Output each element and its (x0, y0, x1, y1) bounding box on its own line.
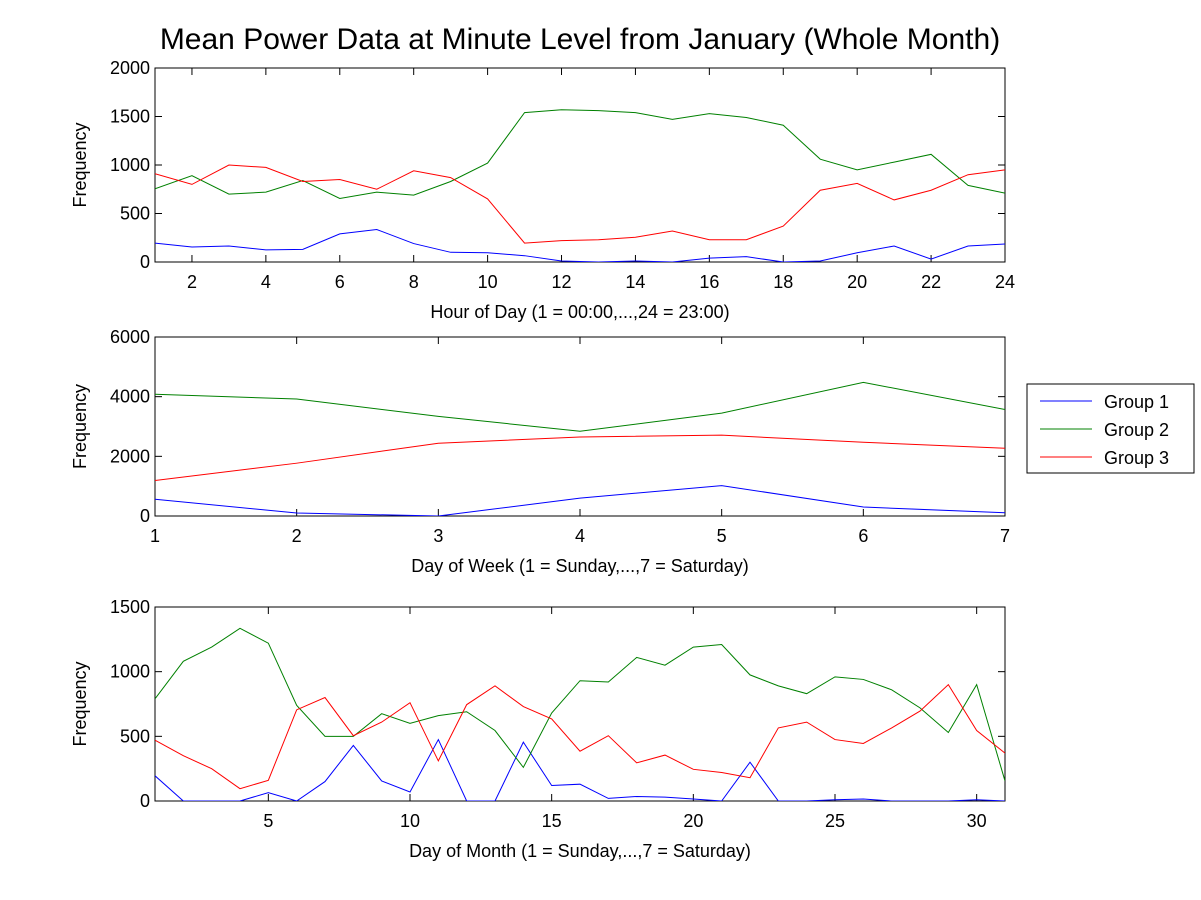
x-tick-label: 20 (847, 272, 867, 292)
legend-label-group-2: Group 2 (1104, 420, 1169, 440)
y-tick-label: 4000 (110, 387, 150, 407)
legend-label-group-1: Group 1 (1104, 392, 1169, 412)
x-tick-label: 24 (995, 272, 1015, 292)
y-axis-label: Frequency (70, 661, 90, 746)
x-tick-label: 3 (433, 526, 443, 546)
x-axis-label: Day of Month (1 = Sunday,...,7 = Saturda… (409, 841, 751, 861)
x-axis-label: Day of Week (1 = Sunday,...,7 = Saturday… (411, 556, 749, 576)
y-tick-label: 500 (120, 204, 150, 224)
x-tick-label: 7 (1000, 526, 1010, 546)
x-tick-label: 5 (263, 811, 273, 831)
x-tick-label: 4 (261, 272, 271, 292)
series-line-group-2 (155, 381, 1005, 432)
x-tick-label: 5 (717, 526, 727, 546)
plot-area (154, 606, 1006, 802)
x-tick-label: 8 (409, 272, 419, 292)
y-tick-label: 2000 (110, 446, 150, 466)
y-tick-label: 500 (120, 726, 150, 746)
series-line-group-3 (155, 164, 1005, 244)
x-axis-label: Hour of Day (1 = 00:00,...,24 = 23:00) (430, 302, 729, 322)
series-line-group-1 (155, 738, 1005, 801)
y-axis-label: Frequency (70, 384, 90, 469)
y-tick-label: 0 (140, 791, 150, 811)
x-tick-label: 2 (187, 272, 197, 292)
plot-area (154, 67, 1006, 263)
x-tick-label: 22 (921, 272, 941, 292)
series-group (155, 381, 1005, 516)
legend-label-group-3: Group 3 (1104, 448, 1169, 468)
x-tick-label: 16 (699, 272, 719, 292)
y-tick-label: 1500 (110, 597, 150, 617)
series-line-group-1 (155, 228, 1005, 262)
x-tick-label: 6 (335, 272, 345, 292)
x-tick-label: 15 (542, 811, 562, 831)
y-tick-label: 1500 (110, 107, 150, 127)
figure-title: Mean Power Data at Minute Level from Jan… (160, 23, 1000, 56)
series-line-group-3 (155, 683, 1005, 790)
x-tick-label: 10 (400, 811, 420, 831)
x-tick-label: 12 (552, 272, 572, 292)
legend: Group 1 Group 2 Group 3 (1026, 383, 1195, 474)
x-tick-label: 30 (967, 811, 987, 831)
x-tick-label: 20 (683, 811, 703, 831)
y-tick-label: 0 (140, 252, 150, 272)
x-tick-label: 2 (292, 526, 302, 546)
plot-area (154, 336, 1006, 517)
x-tick-label: 14 (625, 272, 645, 292)
x-tick-label: 25 (825, 811, 845, 831)
y-tick-label: 1000 (110, 662, 150, 682)
y-axis-label: Frequency (70, 122, 90, 207)
y-tick-label: 2000 (110, 58, 150, 78)
subplot-day-of-week: 1 2 3 4 5 6 7 0 2000 4000 6000 Day of Week (1 = Sun… (70, 327, 1010, 576)
series-line-group-1 (155, 485, 1005, 516)
y-tick-label: 6000 (110, 327, 150, 347)
series-line-group-2 (155, 627, 1005, 782)
x-tick-label: 18 (773, 272, 793, 292)
series-group (155, 109, 1005, 262)
y-tick-label: 1000 (110, 155, 150, 175)
subplot-day-of-month: 5 10 15 20 25 30 0 500 1000 1500 Day of Month (1 =… (70, 597, 1006, 861)
x-tick-label: 6 (858, 526, 868, 546)
y-tick-label: 0 (140, 506, 150, 526)
series-line-group-2 (155, 109, 1005, 199)
x-tick-label: 4 (575, 526, 585, 546)
series-group (155, 627, 1005, 801)
x-tick-label: 1 (150, 526, 160, 546)
subplot-hour-of-day: 2 4 6 8 10 12 14 16 18 20 22 240500100015002000Hour… (70, 58, 1015, 322)
series-line-group-3 (155, 434, 1005, 481)
x-tick-label: 10 (478, 272, 498, 292)
